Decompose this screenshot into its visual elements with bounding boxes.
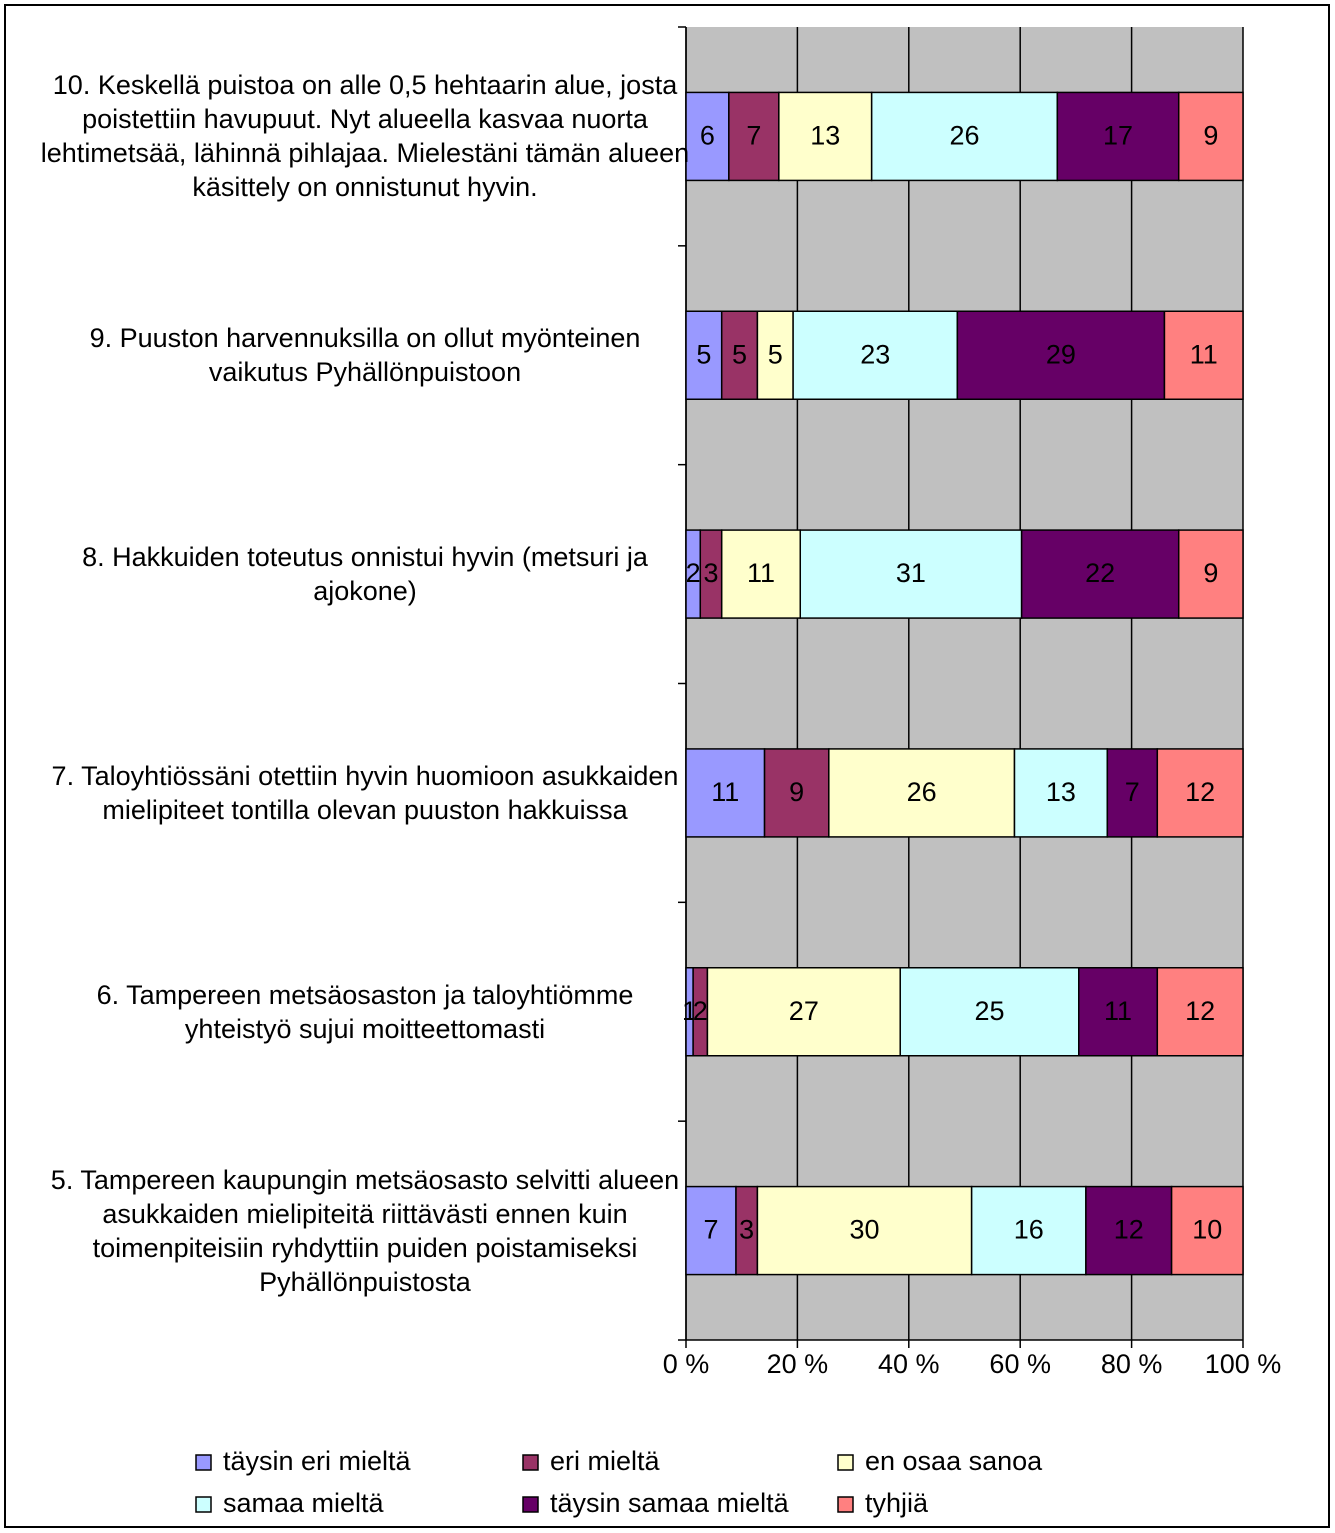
- data-label: 25: [974, 996, 1004, 1026]
- x-tick-label: 20 %: [767, 1349, 829, 1379]
- x-tick-label: 100 %: [1205, 1349, 1282, 1379]
- data-label: 5: [732, 339, 747, 369]
- data-label: 26: [949, 121, 979, 151]
- data-label: 26: [907, 777, 937, 807]
- x-tick-label: 80 %: [1101, 1349, 1163, 1379]
- bar-segment: [706, 967, 901, 1057]
- data-label: 3: [739, 1215, 754, 1245]
- data-label: 2: [693, 996, 708, 1026]
- category-label: 6. Tampereen metsäosaston ja taloyhtiömm…: [96, 979, 634, 1044]
- bar-segment: [778, 91, 873, 182]
- bar-segment: [1156, 967, 1244, 1057]
- bar-segment: [728, 91, 780, 182]
- data-label: 11: [1104, 996, 1132, 1026]
- category-label: 8. Hakkuiden toteutus onnistui hyvin (me…: [82, 542, 648, 607]
- bar-segment: [1020, 529, 1180, 619]
- legend-swatch: [195, 1454, 212, 1471]
- data-label: 9: [1203, 558, 1218, 588]
- legend-label: tyhjiä: [865, 1488, 929, 1518]
- data-label: 7: [746, 121, 761, 151]
- category-label: 9. Puuston harvennuksilla on ollut myönt…: [89, 323, 641, 388]
- bar-segment: [1085, 1185, 1173, 1276]
- bar-segment: [899, 967, 1080, 1057]
- bar-segment: [1163, 310, 1244, 400]
- category-label: 7. Taloyhtiössäni otettiin hyvin huomioo…: [51, 760, 679, 825]
- data-label: 30: [850, 1215, 880, 1245]
- category-label: 10. Keskellä puistoa on alle 0,5 hehtaar…: [40, 70, 690, 203]
- x-tick-label: 60 %: [989, 1349, 1051, 1379]
- bar-segment: [792, 310, 959, 400]
- x-tick-label: 40 %: [878, 1349, 940, 1379]
- bar-segment: [799, 529, 1023, 619]
- bar-segment: [756, 1185, 973, 1276]
- bar-segment: [720, 529, 802, 619]
- legend-swatch: [195, 1496, 212, 1513]
- bar-segment: [1156, 748, 1244, 838]
- bar-segment: [756, 310, 794, 400]
- bar-segment: [1013, 748, 1109, 838]
- legend-label: en osaa sanoa: [865, 1446, 1043, 1476]
- bar-segment: [1177, 529, 1244, 619]
- bar-segment: [956, 310, 1166, 400]
- x-tick-label: 0 %: [663, 1349, 710, 1379]
- data-label: 17: [1103, 121, 1133, 151]
- legend-swatch: [837, 1454, 854, 1471]
- data-label: 7: [1125, 777, 1140, 807]
- data-label: 29: [1046, 339, 1076, 369]
- legend-label: eri mieltä: [550, 1446, 661, 1476]
- legend-swatch: [522, 1496, 539, 1513]
- data-label: 5: [768, 339, 783, 369]
- data-label: 13: [1046, 777, 1076, 807]
- data-label: 3: [703, 558, 718, 588]
- data-label: 10: [1192, 1215, 1222, 1245]
- data-label: 31: [896, 558, 926, 588]
- legend-label: samaa mieltä: [223, 1488, 385, 1518]
- legend-swatch: [837, 1496, 854, 1513]
- data-label: 16: [1014, 1215, 1044, 1245]
- data-label: 23: [860, 339, 890, 369]
- bar-segment: [1078, 967, 1159, 1057]
- data-label: 13: [810, 121, 840, 151]
- data-label: 9: [789, 777, 804, 807]
- legend-swatch: [522, 1454, 539, 1471]
- bar-segment: [685, 91, 730, 182]
- bar-segment: [828, 748, 1016, 838]
- bar-segment: [1177, 91, 1244, 182]
- data-label: 11: [711, 777, 739, 807]
- legend-label: täysin eri mieltä: [223, 1446, 412, 1476]
- bar-segment: [1056, 91, 1180, 182]
- data-label: 5: [696, 339, 711, 369]
- data-label: 12: [1185, 996, 1215, 1026]
- data-label: 12: [1114, 1215, 1144, 1245]
- data-label: 6: [700, 121, 715, 151]
- data-label: 22: [1085, 558, 1115, 588]
- data-label: 12: [1185, 777, 1215, 807]
- data-label: 11: [747, 558, 775, 588]
- plot-area: [686, 27, 1243, 1340]
- legend-label: täysin samaa mieltä: [550, 1488, 790, 1518]
- data-label: 2: [686, 558, 701, 588]
- category-label: 5. Tampereen kaupungin metsäosasto selvi…: [50, 1164, 680, 1297]
- data-label: 11: [1190, 339, 1218, 369]
- data-label: 27: [789, 996, 819, 1026]
- bar-segment: [870, 91, 1059, 182]
- bar-segment: [720, 310, 759, 400]
- data-label: 7: [703, 1215, 718, 1245]
- data-label: 9: [1203, 121, 1218, 151]
- bar-segment: [763, 748, 830, 838]
- bar-segment: [970, 1185, 1087, 1276]
- bar-segment: [685, 748, 766, 838]
- bar-segment: [1170, 1185, 1244, 1276]
